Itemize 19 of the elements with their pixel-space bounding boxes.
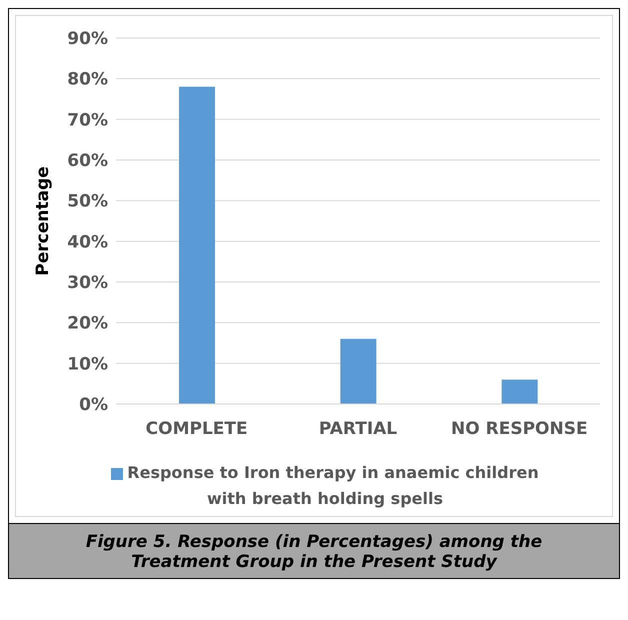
y-tick-label: 40% — [67, 232, 108, 252]
bar — [502, 380, 538, 404]
y-tick-label: 20% — [67, 314, 108, 334]
bar — [179, 86, 215, 404]
y-tick-label: 80% — [67, 70, 108, 90]
y-tick-label: 60% — [67, 151, 108, 172]
y-tick-label: 90% — [67, 29, 108, 50]
y-axis-title: Percentage — [33, 166, 54, 276]
bar — [340, 338, 376, 404]
y-tick-label: 30% — [67, 273, 108, 294]
x-tick-label: PARTIAL — [318, 419, 398, 440]
legend-label: Response to Iron therapy in anaemic children with breath holding spells — [127, 463, 539, 508]
y-tick-label: 70% — [67, 110, 108, 130]
x-tick-label: COMPLETE — [146, 419, 248, 440]
y-tick-label: 50% — [67, 192, 108, 212]
y-tick-label: 0% — [79, 395, 108, 416]
y-tick-label: 10% — [67, 354, 108, 374]
x-tick-label: NO RESPONSE — [451, 419, 588, 440]
text: Figure 5. Response (in Percentages) among the Treatment Group in the Present Study — [9, 523, 619, 578]
